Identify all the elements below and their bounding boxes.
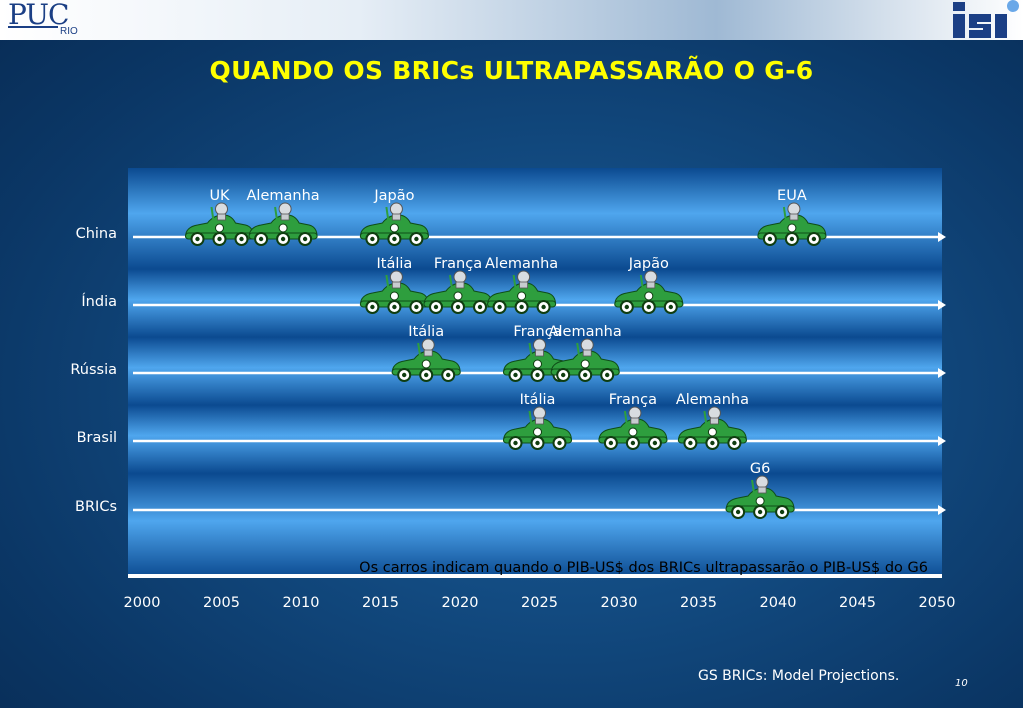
row-China: China UK Alemanha Japão EUA <box>76 188 827 246</box>
event-label: Itália <box>377 256 413 272</box>
x-tick-label: 2040 <box>760 595 797 611</box>
timeline-arrowhead <box>938 368 946 378</box>
axis-baseline <box>128 574 942 578</box>
x-tick-label: 2025 <box>521 595 558 611</box>
event-label: Japão <box>373 188 414 204</box>
x-tick-label: 2020 <box>442 595 479 611</box>
puc-logo-rule <box>8 26 58 28</box>
timeline-arrowhead <box>938 436 946 446</box>
event-label: G6 <box>750 461 770 477</box>
row-Índia: Índia Itália França Alemanha Japão <box>81 256 684 314</box>
row-label: BRICs <box>75 499 117 515</box>
x-tick-label: 2035 <box>680 595 717 611</box>
top-bar <box>0 0 1023 40</box>
puc-rio-logo: PUC RIO <box>4 0 84 40</box>
row-band <box>128 474 942 578</box>
row-label: China <box>76 226 117 242</box>
event-label: Japão <box>628 256 669 272</box>
x-tick-label: 2050 <box>919 595 956 611</box>
row-label: Índia <box>81 293 117 310</box>
row-label: Rússia <box>70 362 117 378</box>
event-label: França <box>434 256 482 272</box>
event-label: Alemanha <box>676 392 749 408</box>
event-label: França <box>609 392 657 408</box>
timeline-arrowhead <box>938 505 946 515</box>
event-label: EUA <box>777 188 807 204</box>
event-label: Alemanha <box>549 324 622 340</box>
puc-logo-text: PUC <box>8 0 69 31</box>
x-tick-label: 2015 <box>362 595 399 611</box>
x-tick-label: 2045 <box>839 595 876 611</box>
x-tick-label: 2030 <box>601 595 638 611</box>
isi-logo <box>953 0 1019 38</box>
slide-title: QUANDO OS BRICs ULTRAPASSARÃO O G-6 <box>209 56 814 85</box>
chart-annotation: Os carros indicam quando o PIB-US$ dos B… <box>359 560 928 576</box>
timeline-arrowhead <box>938 300 946 310</box>
timeline-arrowhead <box>938 232 946 242</box>
event-label: Alemanha <box>247 188 320 204</box>
event-label: Alemanha <box>485 256 558 272</box>
rio-logo-text: RIO <box>60 26 78 37</box>
page-number: 10 <box>955 678 968 689</box>
timeline-rows: China UK Alemanha Japão EUA Índia Itália França… <box>70 188 827 519</box>
row-band <box>128 168 942 269</box>
x-tick-label: 2010 <box>283 595 320 611</box>
x-tick-label: 2005 <box>203 595 240 611</box>
row-BRICs: BRICs G6 <box>75 461 796 519</box>
event-label: UK <box>209 188 230 204</box>
row-label: Brasil <box>77 430 117 446</box>
x-tick-label: 2000 <box>124 595 161 611</box>
event-label: Itália <box>520 392 556 408</box>
x-tick-labels: 2000 2005 2010 2015 2020 2025 2030 2035 2040 2045… <box>124 595 956 611</box>
source-note: GS BRICs: Model Projections. <box>698 668 900 684</box>
row-Brasil: Brasil Itália França Alemanha <box>77 392 749 450</box>
event-label: França <box>513 324 561 340</box>
event-label: Itália <box>408 324 444 340</box>
